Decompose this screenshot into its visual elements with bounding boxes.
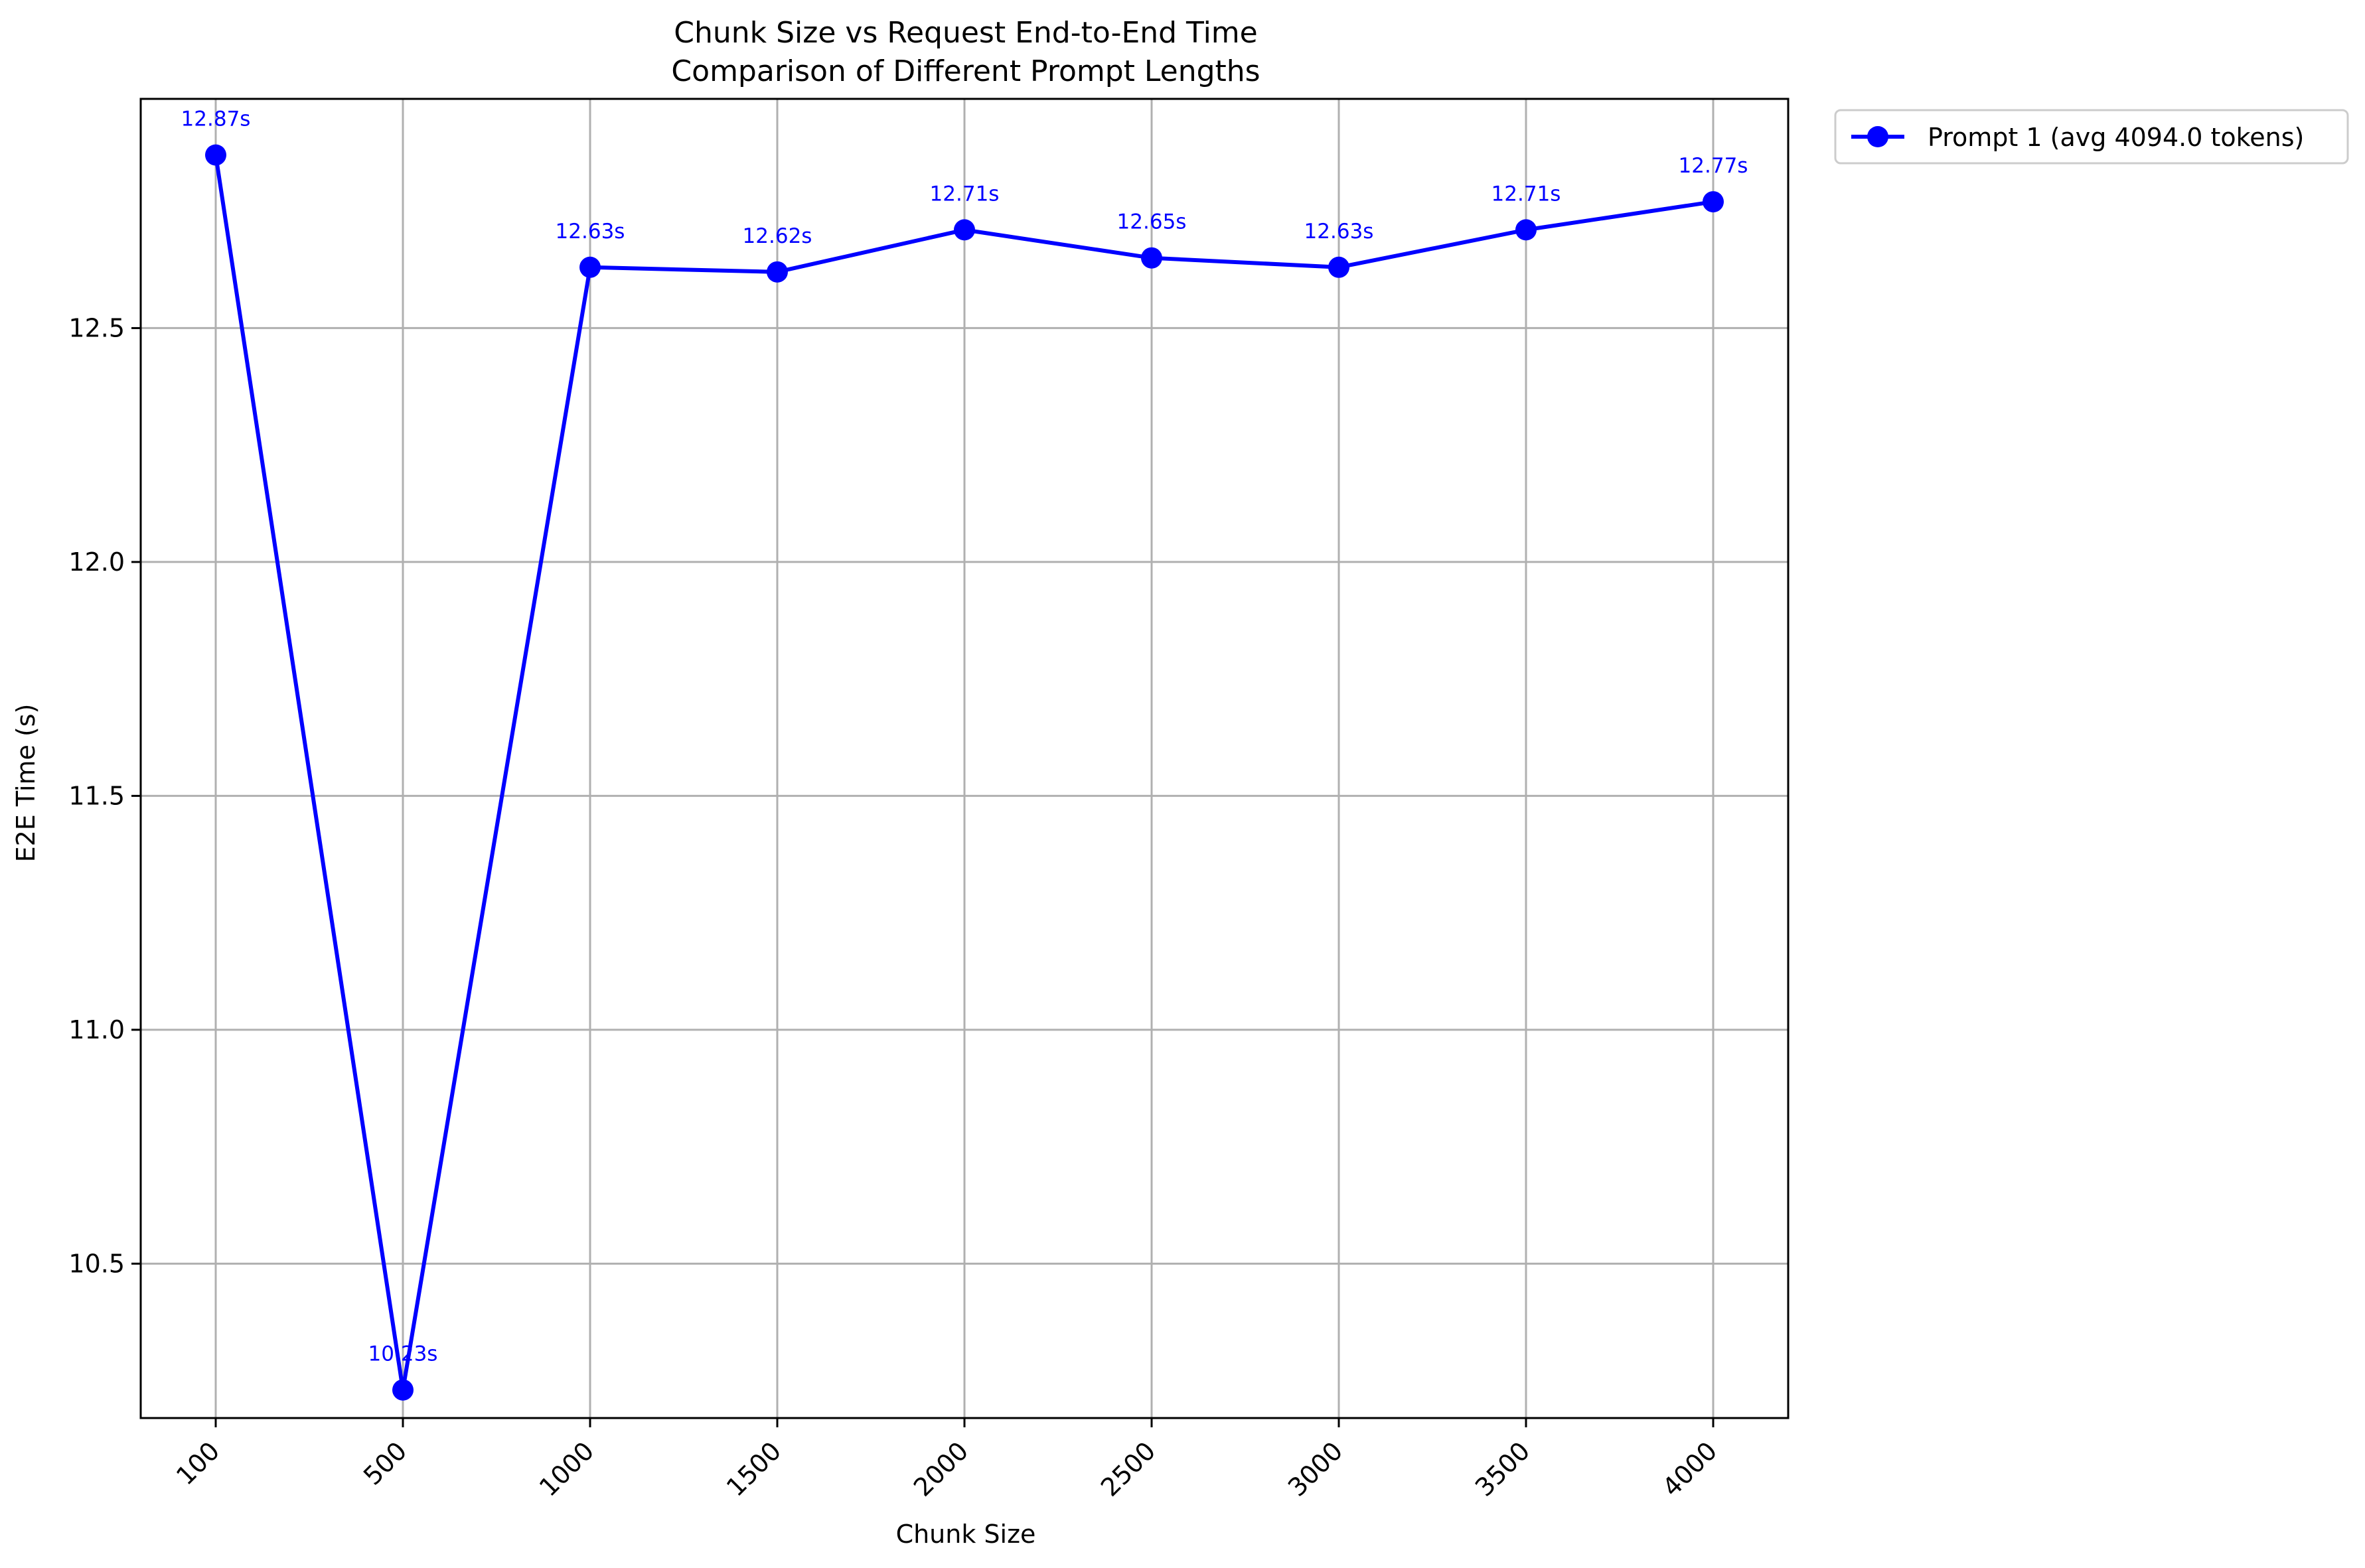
y-tick-label: 12.5 <box>68 313 125 342</box>
y-tick-label: 10.5 <box>68 1249 125 1278</box>
data-label: 12.87s <box>181 107 251 131</box>
data-label: 10.23s <box>368 1342 438 1366</box>
chart-subtitle: Comparison of Different Prompt Lengths <box>671 54 1260 88</box>
data-label: 12.63s <box>1304 220 1374 244</box>
y-tick-label: 11.0 <box>68 1015 125 1044</box>
data-point <box>1515 219 1537 241</box>
data-label: 12.77s <box>1679 154 1748 178</box>
data-point <box>579 256 601 278</box>
chart-title: Chunk Size vs Request End-to-End Time <box>674 16 1257 50</box>
legend-box <box>1834 109 2349 165</box>
grid-layer <box>141 99 1788 1418</box>
legend-series-label: Prompt 1 (avg 4094.0 tokens) <box>1928 123 2304 152</box>
data-label: 12.71s <box>1491 182 1561 206</box>
data-label: 12.62s <box>743 224 812 248</box>
data-point <box>954 219 975 241</box>
data-label: 12.65s <box>1117 210 1187 234</box>
series-layer: 12.87s 10.23s 12.63s 12.62s 12.71s 12.65s 12.6… <box>181 107 1748 1401</box>
data-point <box>1703 191 1724 213</box>
data-point <box>1141 247 1162 269</box>
y-tick-label: 12.0 <box>68 547 125 577</box>
y-tick-label: 11.5 <box>68 781 125 810</box>
data-point <box>767 261 788 283</box>
data-label: 12.63s <box>556 220 625 244</box>
y-axis-label: E2E Time (s) <box>11 704 40 863</box>
legend-marker-sample <box>1867 126 1888 147</box>
data-label: 12.71s <box>930 182 1000 206</box>
data-point <box>1328 256 1349 278</box>
data-point <box>205 144 226 166</box>
legend: Prompt 1 (avg 4094.0 tokens) <box>1834 109 2349 165</box>
x-axis-label: Chunk Size <box>896 1520 1036 1549</box>
data-point <box>392 1379 414 1401</box>
